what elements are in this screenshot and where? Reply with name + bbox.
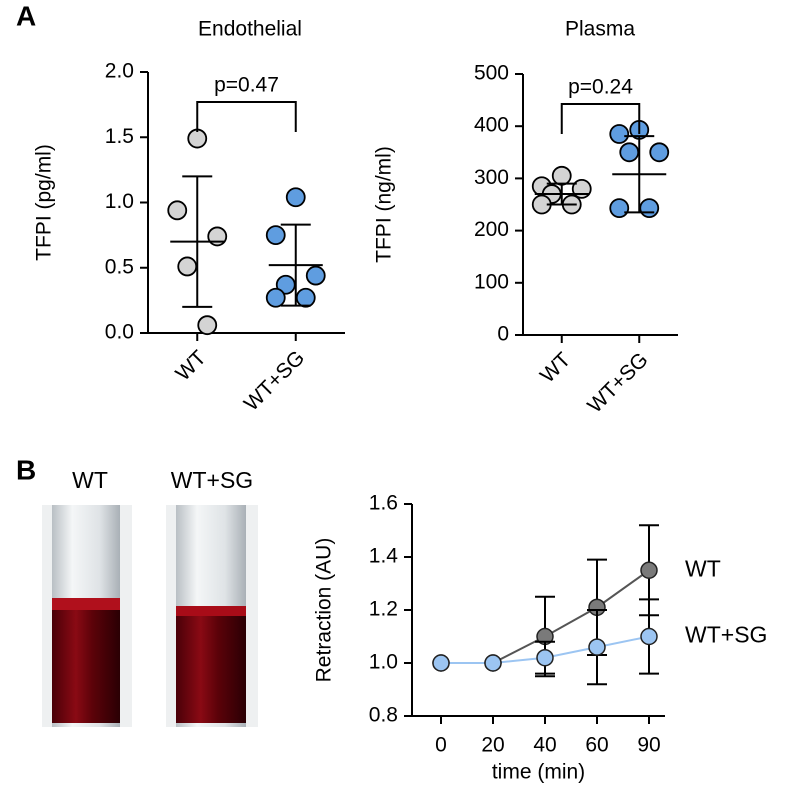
x-tick-label: 90 bbox=[637, 734, 660, 757]
data-point bbox=[640, 561, 658, 579]
y-axis-label: TFPI (ng/ml) bbox=[373, 146, 396, 263]
y-tick-label: 2.0 bbox=[105, 60, 134, 83]
y-tick-label: 200 bbox=[474, 218, 509, 241]
y-tick-label: 100 bbox=[474, 270, 509, 293]
data-point bbox=[536, 648, 554, 667]
data-point bbox=[649, 142, 670, 163]
y-axis-label: Retraction (AU) bbox=[313, 538, 336, 683]
y-tick-label: 1.6 bbox=[369, 492, 398, 515]
data-point bbox=[177, 256, 198, 277]
legend-label: WT bbox=[685, 555, 721, 581]
y-tick-label: 1.5 bbox=[105, 125, 134, 148]
data-point bbox=[588, 638, 606, 656]
tube-photo bbox=[42, 505, 132, 727]
data-point bbox=[295, 287, 316, 308]
y-tick-label: 1.0 bbox=[105, 190, 134, 213]
data-point bbox=[551, 165, 572, 186]
y-tick-label: 0.8 bbox=[369, 704, 398, 727]
data-point bbox=[167, 200, 188, 221]
x-tick-label: WT+SG bbox=[583, 348, 652, 417]
x-tick-label: WT bbox=[536, 348, 575, 387]
x-axis-label: time (min) bbox=[492, 761, 585, 784]
significance-bracket bbox=[196, 101, 297, 132]
data-point bbox=[285, 187, 306, 208]
x-tick-label: 60 bbox=[585, 734, 608, 757]
data-point bbox=[305, 265, 326, 286]
data-point bbox=[207, 226, 228, 247]
data-point bbox=[265, 225, 286, 246]
photo-label: WT+SG bbox=[171, 467, 253, 493]
y-tick-label: 1.2 bbox=[369, 598, 398, 621]
p-value: p=0.47 bbox=[214, 74, 279, 97]
data-point bbox=[619, 142, 640, 163]
panel-label: A bbox=[16, 0, 36, 31]
data-point bbox=[571, 178, 592, 199]
data-point bbox=[484, 654, 502, 672]
chart-title: Endothelial bbox=[198, 18, 302, 41]
x-tick-label: WT bbox=[171, 346, 210, 385]
data-point bbox=[609, 124, 630, 144]
y-tick-label: 0.5 bbox=[105, 255, 134, 278]
y-tick-label: 400 bbox=[474, 114, 509, 137]
chart-title: Plasma bbox=[565, 18, 635, 41]
data-point bbox=[640, 627, 658, 646]
y-tick-label: 1.4 bbox=[369, 545, 399, 568]
data-point bbox=[639, 198, 660, 219]
y-tick-label: 300 bbox=[474, 166, 509, 189]
data-point bbox=[609, 198, 630, 219]
significance-bracket bbox=[560, 103, 641, 134]
x-tick-label: 20 bbox=[481, 734, 504, 757]
p-value: p=0.24 bbox=[568, 76, 633, 99]
x-tick-label: 0 bbox=[435, 734, 447, 757]
data-point bbox=[432, 654, 450, 672]
data-point bbox=[265, 287, 286, 308]
x-tick-label: 40 bbox=[533, 734, 556, 757]
y-axis-label: TFPI (pg/ml) bbox=[33, 144, 56, 261]
data-point bbox=[197, 315, 218, 336]
y-tick-label: 0.0 bbox=[105, 321, 134, 344]
y-tick-label: 1.0 bbox=[369, 651, 398, 674]
panel-label: B bbox=[16, 454, 36, 485]
x-tick-label: WT+SG bbox=[240, 346, 309, 415]
y-tick-label: 0 bbox=[497, 323, 509, 346]
legend-label: WT+SG bbox=[685, 622, 767, 648]
photo-label: WT bbox=[72, 467, 108, 493]
tube-photo bbox=[166, 505, 258, 727]
y-tick-label: 500 bbox=[474, 62, 509, 85]
data-point bbox=[187, 128, 208, 149]
